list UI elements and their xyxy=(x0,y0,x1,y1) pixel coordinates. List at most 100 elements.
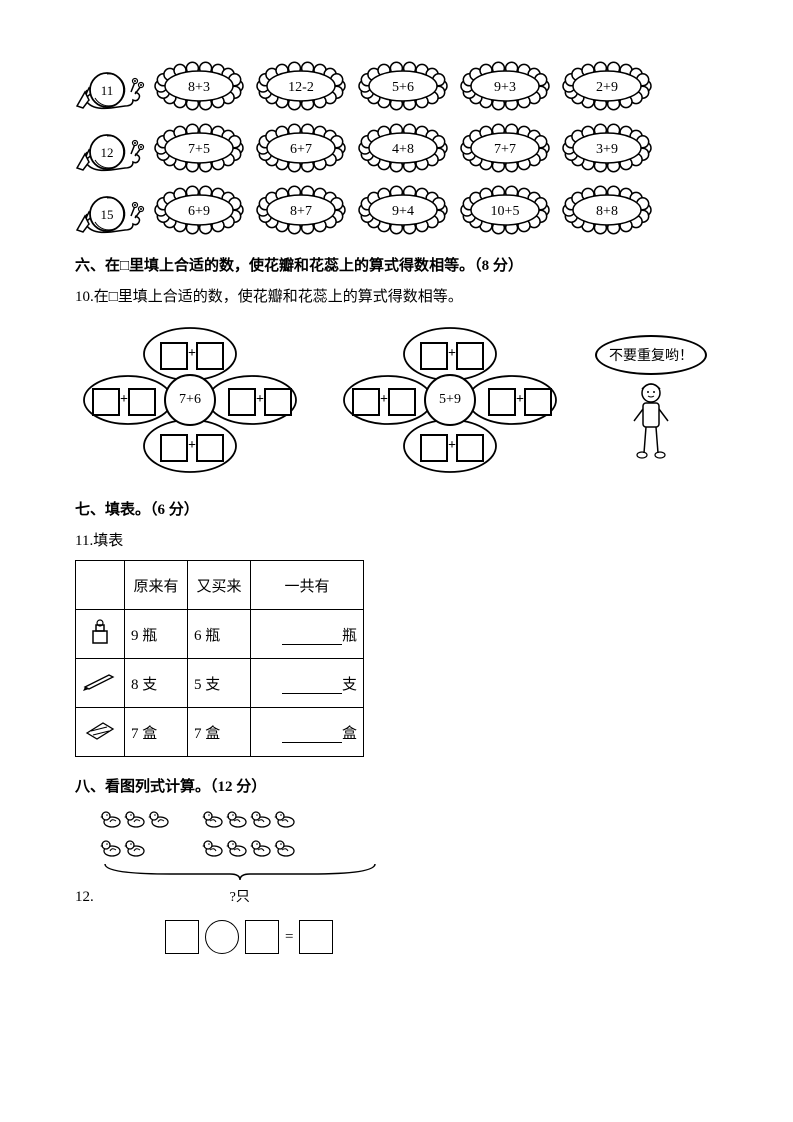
svg-text:5+6: 5+6 xyxy=(392,80,414,95)
q12-number: 12. xyxy=(75,889,94,906)
snail-icon: 15 xyxy=(75,186,145,234)
svg-text:8+3: 8+3 xyxy=(188,80,210,95)
table-cell: 7 盒 xyxy=(125,708,188,757)
section6-title: 六、在□里填上合适的数，使花瓣和花蕊上的算式得数相等。（8 分） xyxy=(75,254,718,275)
snail-row: 12 7+5 6+7 4+8 7+7 3+9 xyxy=(75,122,718,174)
table-cell: 5 支 xyxy=(188,659,251,708)
table-row: 8 支 5 支 支 xyxy=(76,659,364,708)
person-icon xyxy=(626,381,676,466)
equation-op-circle[interactable] xyxy=(205,920,239,954)
flower-badge: 2+9 xyxy=(559,60,655,112)
svg-text:15: 15 xyxy=(101,207,114,222)
plus-sign: + xyxy=(188,438,196,454)
q12-diagram: ?只 xyxy=(100,806,380,906)
table-row: 7 盒 7 盒 盒 xyxy=(76,708,364,757)
fill-box[interactable] xyxy=(92,388,120,416)
snail-row: 11 8+3 12-2 5+6 9+3 2+9 xyxy=(75,60,718,112)
table-blank[interactable]: 瓶 xyxy=(251,610,364,659)
flower-badge: 7+7 xyxy=(457,122,553,174)
flower-badge: 4+8 xyxy=(355,122,451,174)
fill-box[interactable] xyxy=(388,388,416,416)
flower-badge: 8+8 xyxy=(559,184,655,236)
flower-badge: 9+3 xyxy=(457,60,553,112)
hint-figure: 不要重复哟！ xyxy=(595,335,707,466)
q11-table: 原来有 又买来 一共有 9 瓶 6 瓶 瓶 8 支 5 支 支 7 盒 7 盒 … xyxy=(75,560,364,757)
q11-text: 11.填表 xyxy=(75,529,718,550)
flower-badge: 6+9 xyxy=(151,184,247,236)
flower-center: 5+9 xyxy=(424,374,476,426)
table-header: 又买来 xyxy=(188,561,251,610)
q12-label: ?只 xyxy=(100,886,380,906)
snail-icon: 12 xyxy=(75,124,145,172)
flower-badge: 8+3 xyxy=(151,60,247,112)
pen-icon xyxy=(76,659,125,708)
fill-box[interactable] xyxy=(196,342,224,370)
q10-flower-row: 7+6 + + + + 5+9 + + + + 不要重复哟！ xyxy=(75,320,718,480)
fill-box[interactable] xyxy=(264,388,292,416)
table-cell: 6 瓶 xyxy=(188,610,251,659)
fill-box[interactable] xyxy=(160,342,188,370)
eraser-icon xyxy=(76,708,125,757)
q12-equation[interactable]: = xyxy=(165,920,718,954)
fill-box[interactable] xyxy=(420,434,448,462)
fill-box[interactable] xyxy=(524,388,552,416)
fill-box[interactable] xyxy=(488,388,516,416)
plus-sign: + xyxy=(448,438,456,454)
snail-icon: 11 xyxy=(75,62,145,110)
plus-sign: + xyxy=(448,346,456,362)
flower-badge: 7+5 xyxy=(151,122,247,174)
flower-badge: 8+7 xyxy=(253,184,349,236)
plus-sign: + xyxy=(188,346,196,362)
speech-bubble: 不要重复哟！ xyxy=(595,335,707,375)
equation-box[interactable] xyxy=(165,920,199,954)
snail-matching-grid: 11 8+3 12-2 5+6 9+3 2+9 xyxy=(75,60,718,236)
q12: 12. xyxy=(75,806,718,906)
fill-box[interactable] xyxy=(352,388,380,416)
plus-sign: + xyxy=(256,392,264,408)
fill-box[interactable] xyxy=(228,388,256,416)
section7-title: 七、填表。（6 分） xyxy=(75,498,718,519)
table-row: 9 瓶 6 瓶 瓶 xyxy=(76,610,364,659)
svg-text:4+8: 4+8 xyxy=(392,142,414,157)
svg-text:10+5: 10+5 xyxy=(491,204,520,219)
svg-text:3+9: 3+9 xyxy=(596,142,618,157)
svg-text:8+8: 8+8 xyxy=(596,204,618,219)
section8-title: 八、看图列式计算。（12 分） xyxy=(75,775,718,796)
fill-box[interactable] xyxy=(456,342,484,370)
snail-row: 15 6+9 8+7 9+4 10+5 8+8 xyxy=(75,184,718,236)
equation-box[interactable] xyxy=(245,920,279,954)
svg-text:6+7: 6+7 xyxy=(290,142,312,157)
fill-box[interactable] xyxy=(128,388,156,416)
flower-badge: 10+5 xyxy=(457,184,553,236)
svg-text:11: 11 xyxy=(101,83,114,98)
svg-text:7+7: 7+7 xyxy=(494,142,516,157)
svg-text:6+9: 6+9 xyxy=(188,204,210,219)
ink-icon xyxy=(76,610,125,659)
svg-text:9+4: 9+4 xyxy=(392,204,414,219)
flower-badge: 6+7 xyxy=(253,122,349,174)
flower-badge: 9+4 xyxy=(355,184,451,236)
plus-sign: + xyxy=(516,392,524,408)
petal-flower-2[interactable]: 5+9 + + + + xyxy=(335,320,565,480)
table-header-row: 原来有 又买来 一共有 xyxy=(76,561,364,610)
plus-sign: + xyxy=(120,392,128,408)
equation-box[interactable] xyxy=(299,920,333,954)
plus-sign: + xyxy=(380,392,388,408)
petal-flower-1[interactable]: 7+6 + + + + xyxy=(75,320,305,480)
svg-text:8+7: 8+7 xyxy=(290,204,312,219)
flower-badge: 3+9 xyxy=(559,122,655,174)
q10-text: 10.在□里填上合适的数，使花瓣和花蕊上的算式得数相等。 xyxy=(75,285,718,306)
table-cell: 7 盒 xyxy=(188,708,251,757)
flower-badge: 12-2 xyxy=(253,60,349,112)
table-blank[interactable]: 盒 xyxy=(251,708,364,757)
fill-box[interactable] xyxy=(196,434,224,462)
fill-box[interactable] xyxy=(160,434,188,462)
svg-text:9+3: 9+3 xyxy=(494,80,516,95)
svg-text:12: 12 xyxy=(101,145,114,160)
table-blank[interactable]: 支 xyxy=(251,659,364,708)
table-cell: 9 瓶 xyxy=(125,610,188,659)
flower-center: 7+6 xyxy=(164,374,216,426)
fill-box[interactable] xyxy=(420,342,448,370)
svg-text:12-2: 12-2 xyxy=(288,80,314,95)
fill-box[interactable] xyxy=(456,434,484,462)
